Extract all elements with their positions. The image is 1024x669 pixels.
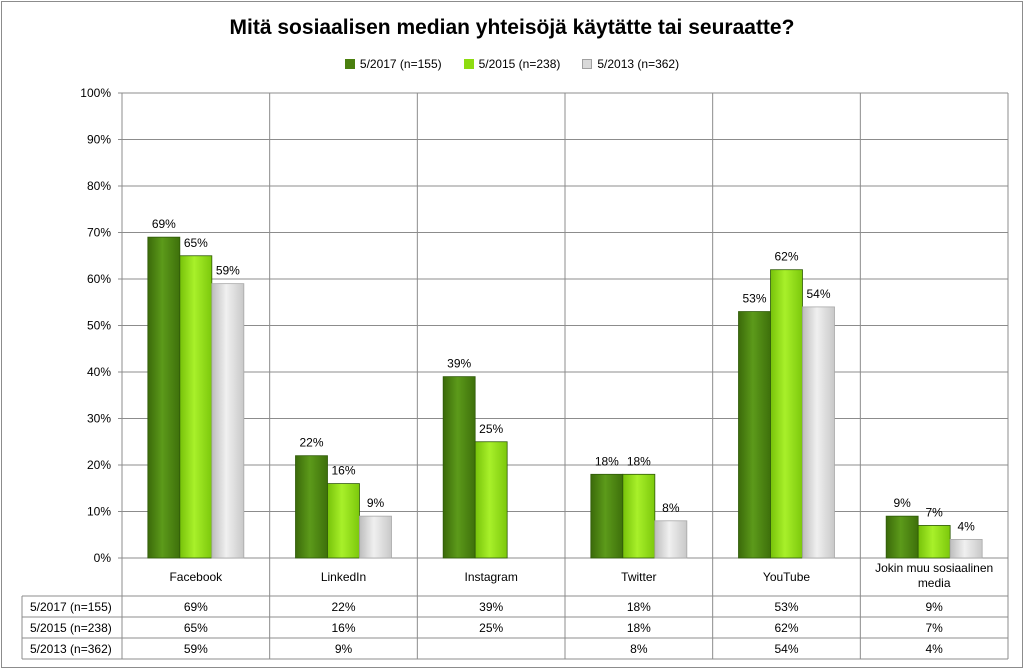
legend-label: 5/2013 (n=362) <box>597 57 680 71</box>
y-tick-label: 80% <box>87 179 111 193</box>
data-label: 4% <box>957 519 975 533</box>
bar <box>949 539 983 559</box>
y-tick-label: 10% <box>87 505 111 519</box>
chart-title: Mitä sosiaalisen median yhteisöjä käytät… <box>229 16 795 39</box>
x-tick-label: YouTube <box>763 570 810 584</box>
y-tick-label: 0% <box>94 551 112 565</box>
table-cell: 4% <box>925 642 943 656</box>
y-tick-label: 30% <box>87 412 111 426</box>
data-label: 69% <box>152 217 176 231</box>
y-tick-label: 100% <box>80 86 111 100</box>
y-tick-label: 90% <box>87 133 111 147</box>
data-label: 18% <box>627 454 651 468</box>
table-cell: 16% <box>331 621 355 635</box>
bar <box>622 473 656 559</box>
legend-item: 5/2017 (n=155) <box>344 57 442 71</box>
bar <box>802 306 835 559</box>
legend-item: 5/2015 (n=238) <box>463 57 561 71</box>
table-cell: 69% <box>184 600 208 614</box>
bar <box>359 515 392 559</box>
legend-swatch <box>463 59 474 69</box>
y-tick-label: 20% <box>87 458 111 472</box>
data-label: 65% <box>184 236 208 250</box>
table-cell: 9% <box>335 642 353 656</box>
table-cell: 62% <box>774 621 798 635</box>
legend-label: 5/2015 (n=238) <box>478 57 561 71</box>
table-cell: 39% <box>479 600 503 614</box>
legend-item: 5/2013 (n=362) <box>582 57 679 71</box>
table-cell: 18% <box>627 600 651 614</box>
data-label: 59% <box>216 264 240 278</box>
table-cell: 9% <box>925 600 943 614</box>
table-row-header: 5/2015 (n=238) <box>30 621 112 635</box>
legend-swatch <box>344 59 355 69</box>
bar <box>590 473 624 559</box>
bar <box>442 376 476 559</box>
legend-swatch <box>582 59 593 69</box>
data-label: 7% <box>925 505 943 519</box>
table-cell: 8% <box>630 642 648 656</box>
data-label: 25% <box>479 422 503 436</box>
table-row-header: 5/2013 (n=362) <box>30 642 112 656</box>
y-tick-label: 40% <box>87 365 111 379</box>
data-label: 9% <box>893 496 911 510</box>
bar <box>327 483 360 559</box>
table-cell: 25% <box>479 621 503 635</box>
x-tick-label: media <box>918 576 951 590</box>
y-tick-label: 60% <box>87 272 111 286</box>
bar <box>654 520 688 559</box>
data-label: 8% <box>662 501 680 515</box>
x-tick-label: Jokin muu sosiaalinen <box>875 561 993 575</box>
bar <box>885 515 919 559</box>
bar <box>917 525 951 559</box>
bar <box>211 283 245 559</box>
data-label: 22% <box>299 436 323 450</box>
x-tick-label: Facebook <box>169 570 223 584</box>
bar <box>179 255 213 559</box>
x-tick-label: LinkedIn <box>321 570 366 584</box>
x-tick-label: Instagram <box>464 570 517 584</box>
data-label: 53% <box>742 292 766 306</box>
data-label: 54% <box>806 287 830 301</box>
data-label: 39% <box>447 357 471 371</box>
y-tick-label: 50% <box>87 319 111 333</box>
data-label: 18% <box>595 454 619 468</box>
bar <box>770 269 803 559</box>
bar <box>738 311 771 559</box>
bar <box>474 441 508 559</box>
y-tick-label: 70% <box>87 226 111 240</box>
table-cell: 7% <box>925 621 943 635</box>
table-cell: 53% <box>774 600 798 614</box>
legend-label: 5/2017 (n=155) <box>359 57 442 71</box>
data-label: 16% <box>331 464 355 478</box>
data-label: 62% <box>774 250 798 264</box>
table-row-header: 5/2017 (n=155) <box>30 600 112 614</box>
table-cell: 22% <box>331 600 355 614</box>
data-label: 9% <box>367 496 385 510</box>
bar <box>295 455 328 559</box>
table-cell: 18% <box>627 621 651 635</box>
chart-legend: 5/2017 (n=155) 5/2015 (n=238) 5/2013 (n=36… <box>0 57 1024 71</box>
table-cell: 59% <box>184 642 208 656</box>
table-cell: 54% <box>774 642 798 656</box>
x-tick-label: Twitter <box>621 570 656 584</box>
table-cell: 65% <box>184 621 208 635</box>
bar <box>147 236 181 559</box>
